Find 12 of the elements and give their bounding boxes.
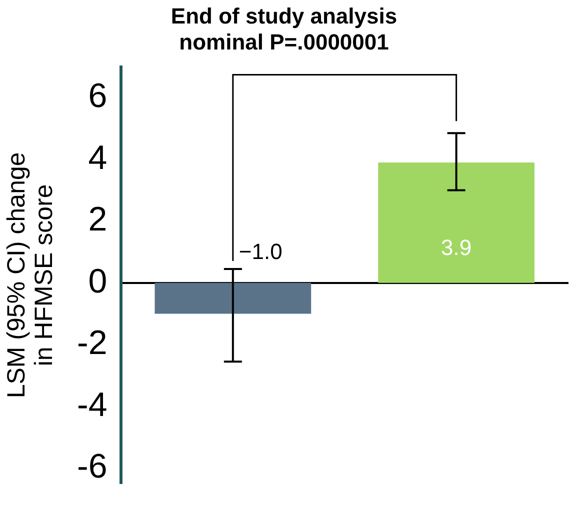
y-tick-label: 2 [88, 200, 108, 239]
y-tick-label: -4 [76, 386, 108, 424]
data-label: 3.9 [441, 234, 472, 260]
chart-subtitle: nominal P=.0000001 [179, 30, 389, 55]
y-tick-label: 6 [88, 77, 108, 116]
data-label: −1.0 [238, 239, 282, 264]
chart-title: End of study analysis [170, 3, 398, 28]
y-axis-title: LSM (95% CI) change in HFMSE score [2, 152, 58, 398]
y-tick-label: -2 [76, 324, 108, 362]
y-tick-label: 4 [88, 138, 108, 177]
y-tick-label: 0 [88, 262, 108, 300]
y-tick-label: -6 [76, 448, 108, 486]
